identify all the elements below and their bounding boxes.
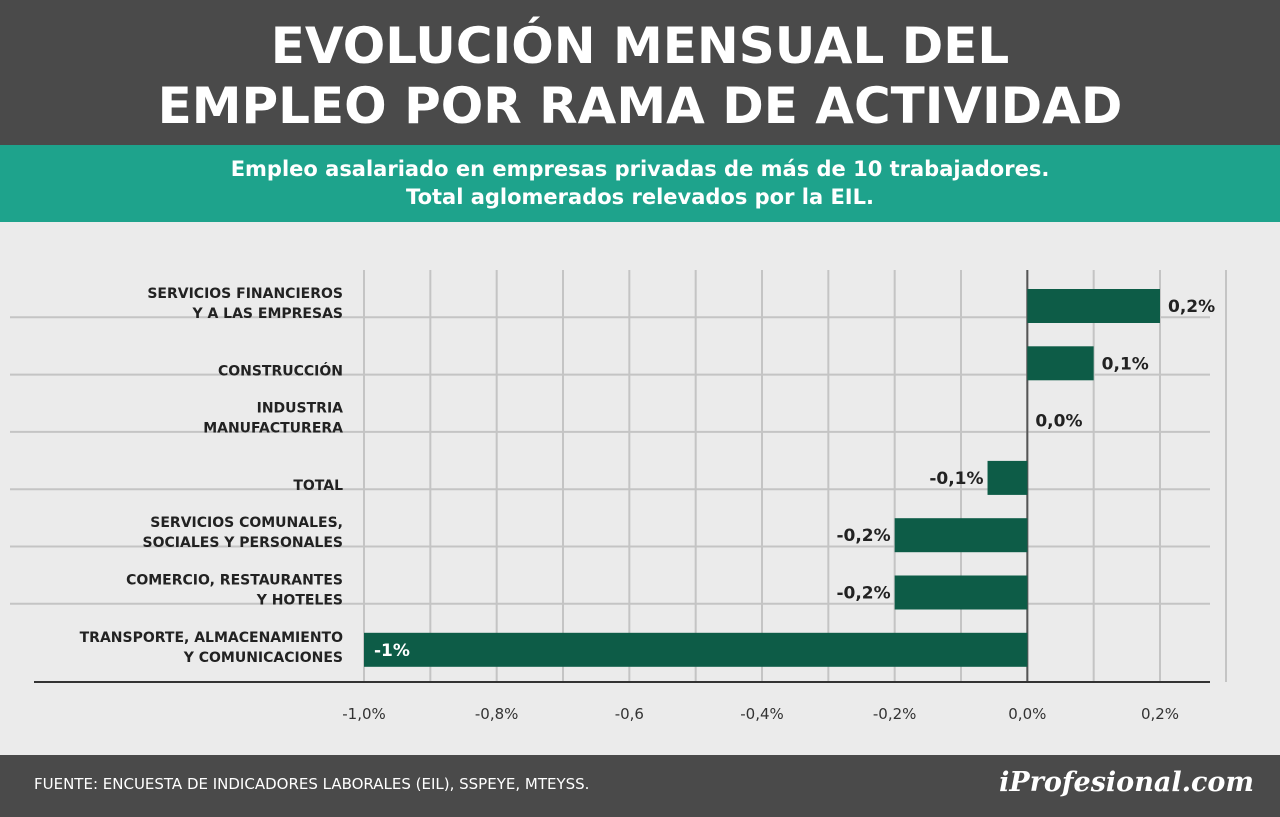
category-label: INDUSTRIA bbox=[257, 401, 344, 417]
value-label: -0,1% bbox=[929, 469, 983, 489]
source-note: FUENTE: ENCUESTA DE INDICADORES LABORALE… bbox=[34, 775, 590, 793]
value-label: 0,0% bbox=[1035, 412, 1082, 432]
bar bbox=[987, 460, 1028, 495]
value-label: 0,2% bbox=[1168, 297, 1215, 317]
x-tick-label: 0,0% bbox=[1008, 705, 1046, 723]
category-label: MANUFACTURERA bbox=[203, 421, 343, 437]
x-tick-label: -0,4% bbox=[740, 705, 784, 723]
header: EVOLUCIÓN MENSUAL DEL EMPLEO POR RAMA DE… bbox=[0, 0, 1280, 145]
category-label: TOTAL bbox=[293, 478, 343, 494]
x-tick-label: 0,2% bbox=[1141, 705, 1179, 723]
bar bbox=[1027, 346, 1094, 381]
x-tick-label: -0,2% bbox=[873, 705, 917, 723]
category-label: SERVICIOS FINANCIEROS bbox=[147, 286, 343, 302]
value-label: 0,1% bbox=[1102, 354, 1149, 374]
value-label: -1% bbox=[374, 641, 410, 661]
bar-chart: 0,2% SERVICIOS FINANCIEROS Y A LAS EMPRESA… bbox=[10, 270, 1227, 723]
category-label: CONSTRUCCIÓN bbox=[218, 361, 343, 379]
logo: iProfesional.com bbox=[999, 767, 1254, 798]
category-label: SOCIALES Y PERSONALES bbox=[143, 535, 343, 551]
category-label: Y A LAS EMPRESAS bbox=[191, 306, 343, 322]
bar bbox=[894, 575, 1028, 610]
category-label: Y HOTELES bbox=[256, 593, 343, 609]
category-label: Y COMUNICACIONES bbox=[183, 650, 343, 666]
footer: FUENTE: ENCUESTA DE INDICADORES LABORALE… bbox=[0, 755, 1280, 817]
title-line-1: EVOLUCIÓN MENSUAL DEL bbox=[270, 17, 1010, 75]
value-label: -0,2% bbox=[836, 584, 890, 604]
bar bbox=[1027, 289, 1160, 323]
x-tick-label: -0,6 bbox=[615, 705, 644, 723]
bar bbox=[364, 632, 1028, 667]
x-tick-label: -1,0% bbox=[342, 705, 386, 723]
subtitle-band: Empleo asalariado en empresas privadas d… bbox=[0, 145, 1280, 222]
subtitle-line-1: Empleo asalariado en empresas privadas d… bbox=[230, 157, 1050, 181]
category-label: TRANSPORTE, ALMACENAMIENTO bbox=[80, 630, 343, 646]
title-line-2: EMPLEO POR RAMA DE ACTIVIDAD bbox=[157, 77, 1123, 135]
category-label: SERVICIOS COMUNALES, bbox=[150, 515, 343, 531]
category-label: COMERCIO, RESTAURANTES bbox=[126, 573, 343, 589]
bar bbox=[894, 518, 1028, 553]
subtitle-line-2: Total aglomerados relevados por la EIL. bbox=[406, 185, 874, 209]
x-tick-label: -0,8% bbox=[475, 705, 519, 723]
value-label: -0,2% bbox=[836, 526, 890, 546]
